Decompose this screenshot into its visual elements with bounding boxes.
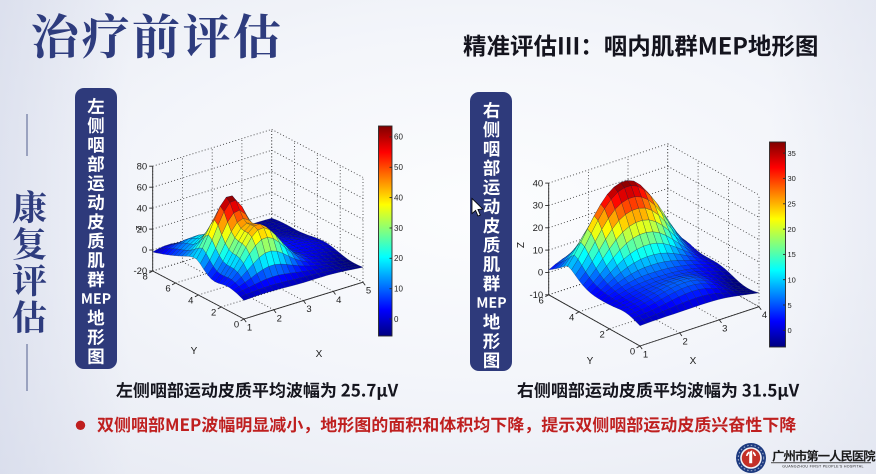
- svg-text:4: 4: [188, 296, 193, 307]
- svg-text:X: X: [316, 349, 323, 360]
- svg-text:5: 5: [366, 286, 371, 297]
- svg-text:3: 3: [722, 323, 727, 334]
- svg-text:0: 0: [234, 320, 239, 331]
- svg-text:60: 60: [394, 133, 403, 142]
- svg-text:10: 10: [788, 276, 796, 285]
- svg-text:8: 8: [143, 272, 148, 283]
- svg-text:10: 10: [394, 285, 403, 294]
- svg-text:20: 20: [533, 223, 544, 234]
- svg-text:30: 30: [788, 174, 796, 183]
- svg-text:0: 0: [394, 315, 399, 324]
- svg-text:25: 25: [788, 200, 796, 209]
- svg-text:-20: -20: [133, 266, 147, 277]
- svg-text:30: 30: [533, 201, 544, 212]
- svg-text:40: 40: [533, 178, 544, 189]
- svg-text:20: 20: [137, 224, 148, 235]
- svg-text:2: 2: [277, 313, 282, 324]
- svg-text:0: 0: [630, 347, 635, 358]
- svg-text:6: 6: [165, 284, 170, 295]
- svg-text:2: 2: [211, 308, 216, 319]
- svg-text:Y: Y: [191, 346, 198, 357]
- svg-text:4: 4: [762, 310, 767, 321]
- svg-text:40: 40: [137, 203, 148, 214]
- svg-text:10: 10: [533, 245, 544, 256]
- svg-text:15: 15: [788, 250, 796, 259]
- svg-text:80: 80: [137, 161, 148, 172]
- svg-text:4: 4: [336, 295, 341, 306]
- svg-text:X: X: [690, 356, 697, 367]
- svg-text:-10: -10: [529, 290, 543, 301]
- svg-text:0: 0: [142, 245, 147, 256]
- svg-text:z: z: [134, 226, 145, 231]
- svg-text:Z: Z: [516, 242, 527, 248]
- svg-text:2: 2: [599, 329, 604, 340]
- svg-text:3: 3: [306, 304, 311, 315]
- svg-text:Y: Y: [587, 356, 594, 367]
- svg-text:0: 0: [538, 268, 543, 279]
- svg-text:1: 1: [247, 323, 252, 334]
- svg-text:2: 2: [683, 336, 688, 347]
- svg-text:30: 30: [394, 224, 403, 233]
- svg-text:GUANGZHOU FIRST PEOPLE'S HOSPI: GUANGZHOU FIRST PEOPLE'S HOSPITAL: [782, 465, 864, 469]
- svg-text:1: 1: [643, 350, 648, 361]
- svg-text:40: 40: [394, 193, 403, 202]
- svg-text:50: 50: [394, 163, 403, 172]
- svg-text:35: 35: [788, 149, 796, 158]
- svg-text:5: 5: [788, 301, 792, 310]
- svg-text:20: 20: [788, 225, 796, 234]
- svg-text:60: 60: [137, 182, 148, 193]
- svg-text:0: 0: [788, 326, 792, 335]
- svg-text:4: 4: [569, 312, 574, 323]
- svg-text:20: 20: [394, 254, 403, 263]
- svg-text:6: 6: [539, 295, 544, 306]
